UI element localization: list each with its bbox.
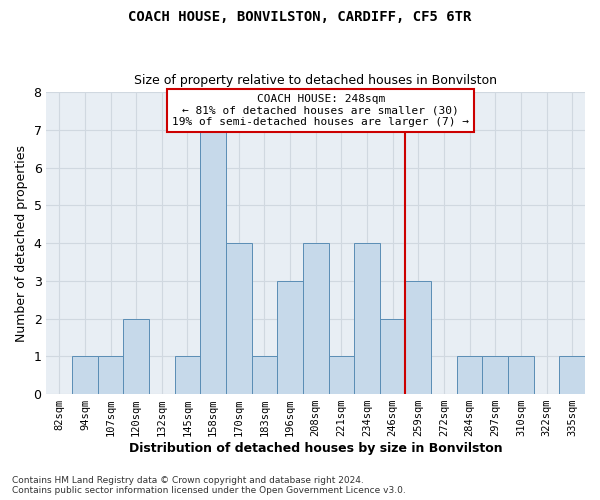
Bar — [124, 318, 149, 394]
Bar — [303, 243, 329, 394]
Text: COACH HOUSE: 248sqm
← 81% of detached houses are smaller (30)
19% of semi-detach: COACH HOUSE: 248sqm ← 81% of detached ho… — [172, 94, 469, 128]
Title: Size of property relative to detached houses in Bonvilston: Size of property relative to detached ho… — [134, 74, 497, 87]
Bar — [559, 356, 585, 394]
Bar — [406, 281, 431, 394]
Bar — [175, 356, 200, 394]
Bar — [251, 356, 277, 394]
X-axis label: Distribution of detached houses by size in Bonvilston: Distribution of detached houses by size … — [129, 442, 503, 455]
Bar — [354, 243, 380, 394]
Bar — [226, 243, 251, 394]
Bar — [482, 356, 508, 394]
Bar — [200, 130, 226, 394]
Bar — [72, 356, 98, 394]
Y-axis label: Number of detached properties: Number of detached properties — [15, 144, 28, 342]
Bar — [457, 356, 482, 394]
Text: COACH HOUSE, BONVILSTON, CARDIFF, CF5 6TR: COACH HOUSE, BONVILSTON, CARDIFF, CF5 6T… — [128, 10, 472, 24]
Text: Contains HM Land Registry data © Crown copyright and database right 2024.
Contai: Contains HM Land Registry data © Crown c… — [12, 476, 406, 495]
Bar — [508, 356, 534, 394]
Bar — [98, 356, 124, 394]
Bar — [329, 356, 354, 394]
Bar — [380, 318, 406, 394]
Bar — [277, 281, 303, 394]
